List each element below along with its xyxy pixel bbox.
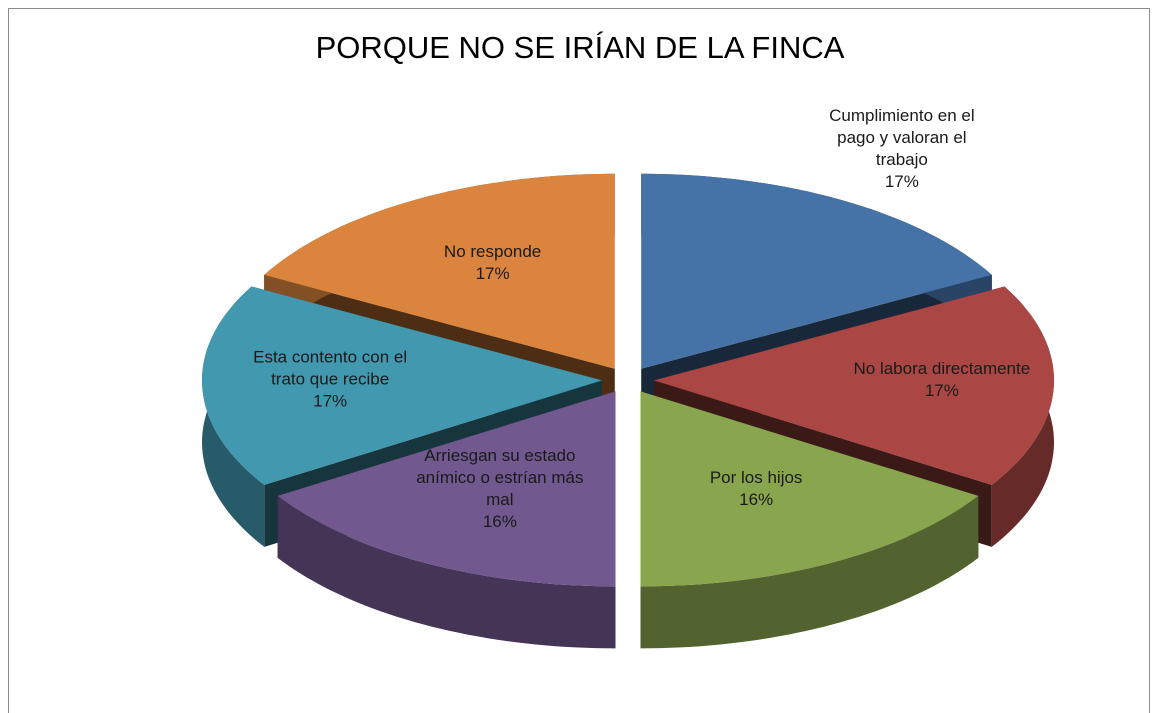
data-label-category: Arriesgan su estado anímico o estrían más… bbox=[416, 446, 583, 509]
data-label-category: Esta contento con el trato que recibe bbox=[253, 348, 407, 389]
data-label-value: 17% bbox=[313, 392, 347, 411]
data-label-category: Cumplimiento en el pago y valoran el traba… bbox=[829, 106, 975, 169]
data-label-value: 17% bbox=[885, 172, 919, 191]
data-label-value: 16% bbox=[483, 512, 517, 531]
data-label-value: 17% bbox=[476, 264, 510, 283]
slice bbox=[277, 391, 616, 649]
chart-title: PORQUE NO SE IRÍAN DE LA FINCA bbox=[316, 30, 845, 65]
data-label-category: No labora directamente bbox=[853, 359, 1030, 378]
data-label-category: No responde bbox=[444, 242, 541, 261]
slice bbox=[277, 391, 616, 587]
slice-side bbox=[277, 495, 616, 649]
slice bbox=[264, 173, 615, 369]
slice-side bbox=[640, 495, 979, 649]
slice bbox=[202, 286, 602, 485]
data-label-category: Por los hijos bbox=[710, 468, 803, 487]
slice bbox=[641, 173, 992, 369]
slice bbox=[654, 286, 1054, 485]
slice bbox=[640, 391, 979, 649]
data-label-value: 16% bbox=[739, 490, 773, 509]
data-label-value: 17% bbox=[925, 381, 959, 400]
slice bbox=[640, 391, 979, 587]
